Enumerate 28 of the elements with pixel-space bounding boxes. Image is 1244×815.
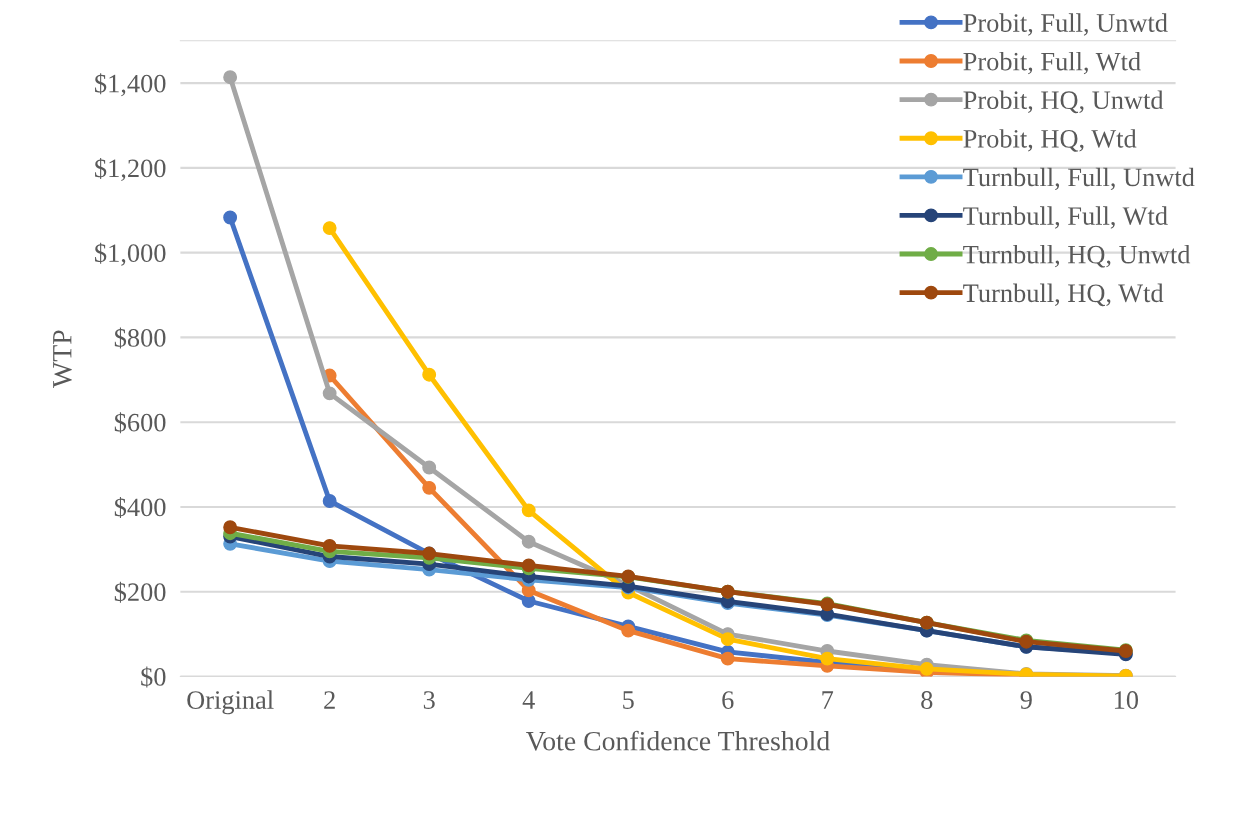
legend-label: Turnbull, HQ, Unwtd (963, 244, 1191, 268)
x-tick-label: 9 (1020, 691, 1032, 709)
legend-label: Turnbull, Full, Unwtd (963, 167, 1195, 191)
x-tick-label: 8 (921, 691, 933, 709)
x-tick-label: 3 (423, 691, 435, 709)
x-axis-title: Vote Confidence Threshold (526, 730, 830, 751)
legend-label: Probit, HQ, Unwtd (963, 90, 1164, 114)
x-tick-label: Original (187, 690, 274, 715)
y-axis-title: WTP (53, 330, 72, 388)
legend-label: Turnbull, HQ, Wtd (963, 283, 1164, 307)
y-tick-label: $800 (114, 327, 166, 349)
x-tick-label: 6 (722, 691, 734, 709)
legend-label: Probit, Full, Unwtd (963, 13, 1168, 36)
legend-label: Probit, Full, Wtd (963, 51, 1141, 75)
x-tick-label: 10 (1114, 691, 1139, 709)
legend-label: Turnbull, Full, Wtd (963, 206, 1168, 229)
y-tick-label: $0 (141, 666, 166, 688)
y-tick-label: $400 (114, 496, 166, 519)
x-tick-label: 7 (822, 691, 834, 709)
y-tick-label: $200 (114, 581, 166, 603)
y-tick-label: $1,000 (95, 242, 166, 266)
x-tick-label: 2 (324, 691, 335, 709)
y-tick-label: $1,400 (95, 73, 166, 97)
y-tick-label: $1,200 (95, 157, 166, 182)
legend-label: Probit, HQ, Wtd (963, 129, 1137, 152)
x-tick-label: 5 (623, 691, 634, 709)
x-tick-label: 4 (522, 691, 535, 709)
y-tick-label: $600 (114, 412, 166, 434)
